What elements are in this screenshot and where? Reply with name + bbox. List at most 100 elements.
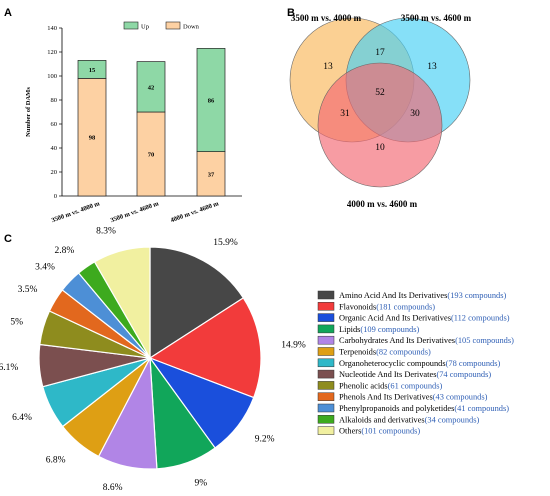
legend-entry-label: Flavonoids — [339, 302, 376, 311]
legend-entry-count: (101 compounds) — [361, 427, 420, 436]
legend-swatch — [317, 347, 335, 356]
legend-entry-count: (43 compounds) — [433, 393, 488, 402]
venn-set-label: 4000 m vs. 4600 m — [347, 199, 418, 209]
pie-percent-label: 3.5% — [18, 285, 38, 295]
pie-percent-label: 8.6% — [103, 483, 123, 493]
legend-entry-label: Organoheterocyclic compounds — [339, 359, 446, 368]
venn-count: 31 — [340, 109, 350, 119]
legend-entry-count: (109 compounds) — [360, 325, 419, 334]
bar-up — [136, 61, 166, 113]
legend-entry: Nucleotide And Its Derivates(74 compound… — [339, 370, 491, 379]
legend-entry-label: Nucleotide And Its Derivates — [339, 370, 436, 379]
panel-a-bar-chart: 0 20 40 60 80 100 120 140 98 15 70 42 37 86 3500 m v… — [25, 21, 242, 224]
legend-entry-count: (181 compounds) — [376, 302, 435, 311]
y-axis-label: Number of DAMs — [25, 87, 32, 137]
legend-entry: Alkaloids and derivatives(34 compounds) — [339, 415, 479, 424]
legend-entry-label: Phenols And Its Derivatives — [339, 393, 433, 402]
legend-swatch — [317, 335, 335, 345]
legend-entry: Lipids(109 compounds) — [339, 325, 419, 334]
pie-percent-label: 2.8% — [55, 246, 75, 256]
legend-entry-label: Organic Acid And Its Derivatives — [339, 314, 451, 323]
legend-entry-label: Carbohydrates And Its Derivatives — [339, 336, 455, 345]
legend-entry-label: Alkaloids and derivatives — [339, 415, 425, 424]
legend-swatch — [317, 324, 335, 334]
legend-label-down: Down — [183, 24, 200, 31]
y-tick-label: 140 — [47, 25, 57, 32]
bar-value-label: 42 — [148, 84, 155, 91]
y-tick-label: 120 — [47, 49, 57, 56]
y-tick-label: 100 — [47, 73, 57, 80]
venn-count: 13 — [427, 62, 437, 72]
legend-swatch — [317, 358, 335, 368]
legend-entry: Amino Acid And Its Derivatives(193 compo… — [339, 291, 506, 300]
legend-entry-label: Phenylpropanoids and polyketides — [339, 404, 454, 413]
legend-entry: Phenols And Its Derivatives(43 compounds… — [339, 393, 488, 402]
venn-circle — [317, 62, 443, 188]
legend-swatch — [317, 415, 335, 424]
legend-swatch — [317, 369, 335, 379]
pie-percent-label: 5% — [10, 318, 23, 328]
legend-entry-count: (105 compounds) — [455, 336, 514, 345]
venn-count: 10 — [375, 143, 385, 153]
bar-value-label: 70 — [148, 152, 155, 159]
bar-value-label: 86 — [208, 98, 215, 105]
legend-entry-count: (82 compounds) — [376, 348, 431, 357]
panel-letter-a: A — [4, 7, 12, 19]
legend-entry-count: (41 compounds) — [454, 404, 509, 413]
legend-swatch — [317, 290, 335, 300]
venn-count: 30 — [410, 109, 420, 119]
legend-entry: Organoheterocyclic compounds(78 compound… — [339, 359, 500, 368]
y-tick-label: 40 — [51, 145, 58, 152]
panel-letter-c: C — [4, 233, 12, 245]
legend-box — [309, 286, 550, 448]
pie-percent-label: 14.9% — [281, 340, 306, 350]
pie-slice — [148, 297, 262, 399]
legend-entry-label: Phenolic acids — [339, 381, 388, 390]
legend-entry: Terpenoids(82 compounds) — [339, 348, 431, 357]
legend-swatch-up — [123, 21, 139, 30]
legend-swatch — [317, 381, 335, 390]
pie-percent-label: 9.2% — [255, 434, 275, 444]
pie-percent-label: 6.8% — [46, 456, 66, 466]
legend-swatch — [317, 313, 335, 322]
legend-swatch — [317, 392, 335, 401]
legend-entry: Others(101 compounds) — [339, 427, 420, 436]
legend-entry: Phenolic acids(61 compounds) — [339, 381, 442, 390]
bar-up — [77, 60, 107, 79]
legend-entry-label: Others — [339, 427, 361, 436]
x-tick-label: 3500 m vs. 4000 m — [51, 200, 102, 224]
pie-percent-label: 9% — [195, 478, 208, 488]
legend-swatch — [317, 426, 335, 435]
bar-value-label: 15 — [89, 67, 96, 74]
venn-count: 17 — [375, 48, 385, 58]
legend-entry: Carbohydrates And Its Derivatives(105 co… — [339, 336, 514, 345]
legend-label-up: Up — [141, 24, 149, 31]
y-tick-label: 20 — [51, 169, 58, 176]
y-tick-label: 80 — [51, 97, 58, 104]
legend-entry-count: (193 compounds) — [447, 291, 506, 300]
pie-slice — [93, 246, 151, 361]
panel-b-venn: 3500 m vs. 4000 m 3500 m vs. 4600 m 4000 m… — [289, 13, 472, 209]
legend-entry-label: Lipids — [339, 325, 360, 334]
x-tick-label: 3500 m vs. 4600 m — [110, 200, 161, 224]
pie-percent-label: 15.9% — [213, 238, 238, 248]
venn-set-label: 3500 m vs. 4600 m — [401, 13, 472, 23]
legend-entry-count: (112 compounds) — [451, 314, 510, 323]
legend-entry: Organic Acid And Its Derivatives(112 com… — [339, 314, 510, 323]
pie-slice — [149, 246, 245, 360]
pie-percent-label: 3.4% — [35, 263, 55, 273]
y-tick-label: 60 — [51, 121, 58, 128]
x-tick-label: 4000 m vs. 4600 m — [170, 200, 221, 224]
pie-percent-label: 8.3% — [96, 227, 116, 237]
legend-entry: Flavonoids(181 compounds) — [339, 302, 435, 311]
legend-entry-count: (78 compounds) — [446, 359, 501, 368]
y-tick-label: 0 — [54, 193, 57, 200]
legend-entry-label: Terpenoids — [339, 348, 376, 357]
legend-swatch-down — [165, 21, 181, 30]
venn-count: 13 — [323, 62, 333, 72]
legend-entry-count: (34 compounds) — [425, 415, 480, 424]
venn-set-label: 3500 m vs. 4000 m — [291, 13, 362, 23]
bar-down — [77, 78, 107, 197]
